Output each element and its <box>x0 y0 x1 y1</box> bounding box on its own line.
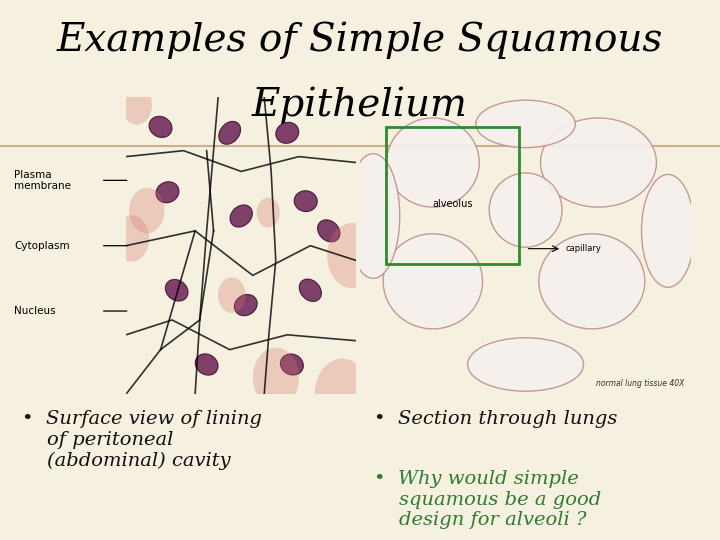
Circle shape <box>327 223 378 288</box>
Text: capillary: capillary <box>565 244 601 253</box>
Ellipse shape <box>383 234 482 329</box>
Text: alveolus: alveolus <box>433 199 473 209</box>
Ellipse shape <box>235 294 257 316</box>
Circle shape <box>315 359 370 429</box>
Text: Nucleus: Nucleus <box>14 306 56 316</box>
Ellipse shape <box>294 191 318 212</box>
Text: normal lung tissue 40X: normal lung tissue 40X <box>596 379 685 388</box>
Ellipse shape <box>642 174 695 287</box>
Text: Epithelium: Epithelium <box>252 86 468 124</box>
Circle shape <box>256 198 280 227</box>
Ellipse shape <box>156 182 179 202</box>
Circle shape <box>218 277 246 313</box>
Ellipse shape <box>318 220 340 242</box>
Text: •  Why would simple
    squamous be a good
    design for alveoli ?: • Why would simple squamous be a good de… <box>374 470 602 529</box>
Bar <box>387 127 519 264</box>
Text: Examples of Simple Squamous: Examples of Simple Squamous <box>57 22 663 59</box>
Text: •  Surface view of lining
    of peritoneal
    (abdominal) cavity: • Surface view of lining of peritoneal (… <box>22 410 261 470</box>
Ellipse shape <box>300 279 321 301</box>
Ellipse shape <box>541 118 657 207</box>
Ellipse shape <box>387 118 480 207</box>
Ellipse shape <box>489 173 562 247</box>
Ellipse shape <box>166 280 188 301</box>
Circle shape <box>253 348 299 407</box>
Ellipse shape <box>347 153 400 279</box>
Ellipse shape <box>230 205 252 227</box>
Ellipse shape <box>276 123 299 143</box>
Ellipse shape <box>195 354 218 375</box>
Text: Plasma
membrane: Plasma membrane <box>14 170 71 191</box>
Circle shape <box>129 188 165 233</box>
Ellipse shape <box>476 100 575 147</box>
Ellipse shape <box>280 354 303 375</box>
Ellipse shape <box>149 116 172 138</box>
Text: •  Section through lungs: • Section through lungs <box>374 410 618 428</box>
Circle shape <box>113 215 149 261</box>
Ellipse shape <box>539 234 645 329</box>
Circle shape <box>122 85 152 125</box>
Ellipse shape <box>219 122 240 144</box>
Text: Cytoplasm: Cytoplasm <box>14 241 70 251</box>
Ellipse shape <box>468 338 583 391</box>
